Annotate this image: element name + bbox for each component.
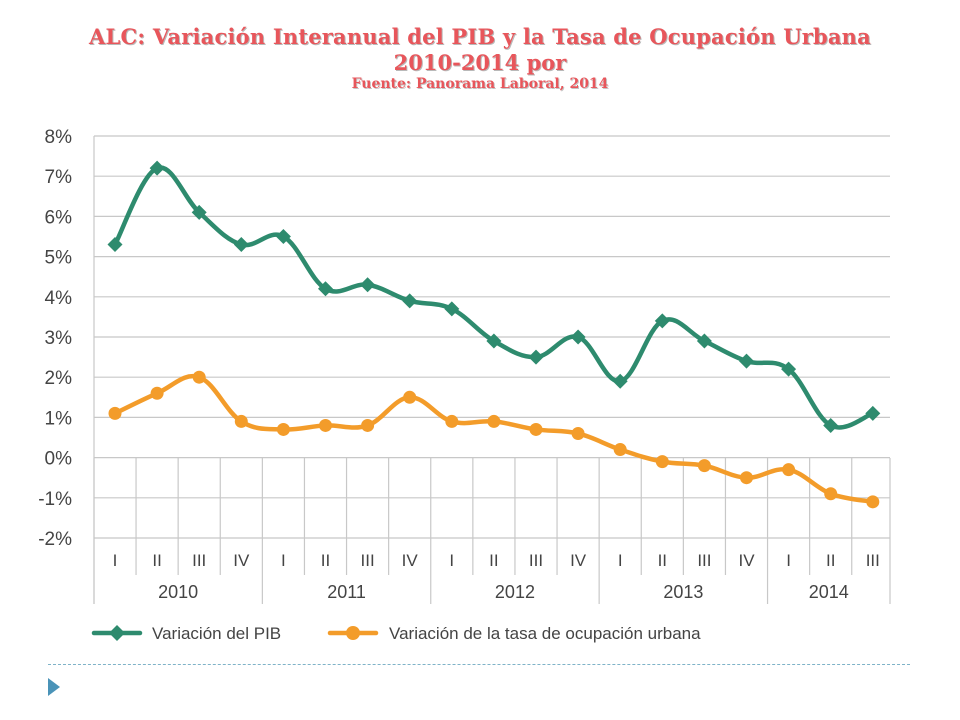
y-tick-label: 2% [45, 368, 73, 389]
data-point-ocupacion [445, 414, 459, 428]
x-tick-label: IV [233, 551, 250, 570]
y-tick-label: 3% [45, 328, 73, 349]
data-point-ocupacion [192, 370, 206, 384]
x-tick-label: IV [738, 551, 755, 570]
data-point-pib [696, 333, 712, 349]
data-point-ocupacion [613, 443, 627, 457]
data-point-pib [528, 349, 544, 365]
x-axis: I II III IV I II III IV I II III IV I II III IV I II III20… [93, 458, 891, 604]
data-point-ocupacion [487, 414, 501, 428]
y-tick-label: 5% [45, 248, 73, 269]
data-point-ocupacion [150, 386, 164, 400]
data-point-pib [402, 293, 418, 309]
data-point-ocupacion [319, 418, 332, 432]
data-point-ocupacion [529, 422, 543, 436]
slide-bullet-icon [48, 678, 60, 696]
data-point-pib [107, 237, 123, 253]
data-point-pib [612, 373, 628, 389]
year-label: 2012 [495, 582, 535, 602]
series-layer [107, 160, 881, 509]
data-point-pib [739, 353, 754, 369]
slide-divider [48, 664, 910, 665]
data-point-ocupacion [571, 426, 585, 440]
data-point-pib [233, 237, 249, 253]
x-tick-label: II [489, 551, 498, 570]
data-point-pib [360, 277, 376, 293]
year-label: 2011 [327, 582, 366, 602]
x-tick-label: I [113, 551, 118, 570]
x-tick-label: III [529, 551, 543, 570]
data-point-pib [149, 160, 165, 176]
y-tick-label: -2% [38, 529, 72, 550]
y-tick-label: -1% [38, 489, 72, 510]
x-tick-label: III [866, 551, 880, 570]
series-line-pib [112, 165, 876, 430]
y-tick-label: 6% [45, 207, 73, 228]
x-tick-label: I [281, 551, 286, 570]
x-tick-label: IV [402, 551, 419, 570]
x-tick-label: I [618, 551, 623, 570]
series-line-ocupacion [112, 373, 876, 505]
legend-marker-ocupacion [346, 626, 360, 640]
data-point-ocupacion [782, 463, 796, 477]
data-point-pib [654, 313, 670, 329]
y-tick-label: 1% [45, 408, 73, 429]
x-tick-label: III [361, 551, 375, 570]
year-label: 2013 [663, 582, 703, 602]
x-tick-label: I [786, 551, 791, 570]
y-tick-label: 8% [45, 127, 73, 148]
chart-source: Fuente: Panorama Laboral, 2014 [351, 76, 609, 92]
data-point-pib [318, 281, 333, 297]
data-point-ocupacion [697, 459, 711, 473]
data-point-pib [781, 361, 797, 377]
data-point-pib [486, 333, 502, 349]
chart-title: ALC: Variación Interanual del PIB y la T… [89, 24, 871, 49]
y-axis-ticks: 8% 7% 6% 5% 4% 3% 2% 1% 0% -1% -2% [38, 127, 72, 550]
data-point-pib [275, 229, 291, 244]
y-tick-label: 4% [45, 288, 73, 309]
data-point-ocupacion [108, 406, 122, 420]
data-point-ocupacion [655, 455, 669, 469]
legend-label-pib: Variación del PIB [152, 624, 281, 643]
legend-marker-pib [109, 625, 125, 641]
data-point-ocupacion [276, 422, 290, 436]
x-tick-label: III [697, 551, 711, 570]
year-label: 2010 [158, 582, 198, 602]
x-tick-label: II [658, 551, 667, 570]
grid-layer [93, 135, 890, 604]
x-tick-label: II [321, 551, 330, 570]
x-tick-label: IV [570, 551, 587, 570]
x-tick-label: III [192, 551, 206, 570]
legend-label-ocupacion: Variación de la tasa de ocupación urbana [389, 624, 701, 643]
data-point-ocupacion [234, 414, 248, 428]
title-block: ALC: Variación Interanual del PIB y la T… [0, 24, 960, 92]
data-point-ocupacion [740, 471, 753, 485]
data-point-ocupacion [403, 390, 417, 404]
data-point-ocupacion [824, 487, 838, 501]
y-tick-label: 7% [45, 167, 73, 188]
x-tick-label: I [449, 551, 454, 570]
data-point-pib [191, 204, 207, 220]
year-label: 2014 [809, 582, 849, 602]
data-point-pib [570, 329, 586, 345]
data-point-ocupacion [866, 495, 880, 509]
legend: Variación del PIB Variación de la tasa de… [91, 624, 701, 643]
y-tick-label: 0% [45, 449, 73, 470]
chart-subtitle: 2010-2014 por [393, 50, 567, 75]
data-point-ocupacion [361, 418, 375, 432]
data-point-pib [444, 301, 460, 317]
data-point-pib [865, 405, 881, 421]
x-tick-label: II [826, 551, 835, 570]
x-tick-label: II [152, 551, 161, 570]
data-point-pib [823, 417, 839, 433]
